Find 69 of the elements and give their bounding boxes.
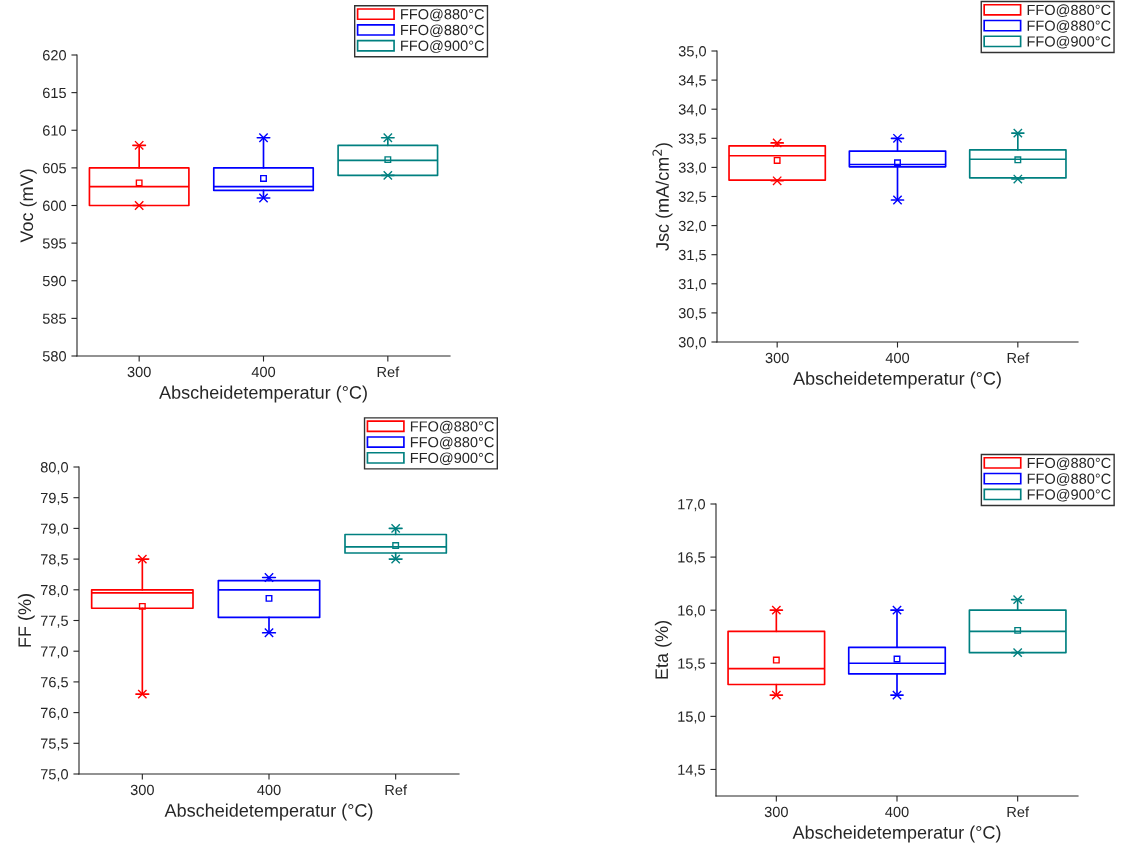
y-tick-label: 15,0: [678, 711, 706, 724]
legend-label: FFO@880°C: [410, 420, 494, 434]
y-tick-label: 600: [42, 200, 67, 211]
x-axis-title: Abscheidetemperatur (°C): [793, 371, 1001, 389]
y-tick-label: 79,5: [40, 492, 68, 505]
y-tick-label: 79,0: [40, 523, 69, 536]
y-tick-label: 590: [42, 275, 67, 287]
y-axis-title: FF (%): [17, 594, 35, 647]
y-tick-label: 15,5: [678, 658, 705, 671]
legend-label: FFO@900°C: [1027, 35, 1111, 49]
y-tick-label: 32,5: [678, 191, 706, 204]
y-tick-label: 34,0: [678, 104, 707, 117]
y-tick-label: 77,5: [40, 615, 68, 628]
x-tick-label: Ref: [1007, 806, 1030, 818]
y-tick-label: 78,5: [40, 554, 68, 567]
x-tick-label: 300: [130, 784, 154, 796]
legend-label: FFO@880°C: [401, 8, 484, 22]
y-tick-label: 31,5: [678, 249, 706, 262]
x-tick-label: 300: [764, 806, 788, 818]
y-axis-title: Jsc (mA/cm$^{2}$): [652, 143, 673, 251]
legend-label: FFO@880°C: [1027, 20, 1111, 33]
y-tick-label: 30,0: [678, 337, 707, 350]
y-tick-label: 33,0: [678, 162, 707, 175]
y-tick-label: 76,5: [40, 677, 68, 690]
y-tick-label: 31,0: [678, 278, 707, 291]
x-tick-label: Ref: [377, 366, 400, 378]
y-tick-label: 34,5: [678, 75, 706, 88]
y-tick-label: 595: [42, 238, 66, 249]
y-axis-title: Voc (mV): [19, 169, 37, 243]
x-tick-label: 400: [251, 366, 276, 378]
x-axis-title: Abscheidetemperatur (°C): [159, 385, 367, 403]
y-tick-label: 78,0: [40, 584, 69, 597]
y-tick-label: 580: [42, 351, 67, 362]
y-tick-label: 605: [42, 162, 66, 174]
x-tick-label: 400: [257, 784, 281, 796]
legend-label: FFO@900°C: [410, 452, 494, 465]
y-tick-label: 35,0: [678, 46, 707, 59]
legend-label: FFO@880°C: [1027, 473, 1111, 486]
y-tick-label: 585: [42, 313, 66, 324]
y-tick-label: 610: [42, 125, 67, 136]
x-tick-label: 300: [765, 352, 789, 364]
y-tick-label: 77,0: [40, 646, 69, 659]
legend-label: FFO@880°C: [1027, 457, 1111, 470]
y-tick-label: 615: [42, 87, 66, 99]
x-tick-label: 300: [127, 366, 151, 378]
y-tick-label: 620: [42, 50, 67, 61]
y-tick-label: 30,5: [678, 308, 706, 321]
x-tick-label: Ref: [1007, 352, 1030, 364]
y-tick-label: 75,0: [40, 769, 69, 782]
x-axis-title: Abscheidetemperatur (°C): [792, 825, 1001, 843]
legend-label: FFO@880°C: [401, 24, 484, 38]
y-tick-label: 80,0: [40, 462, 69, 475]
legend-label: FFO@880°C: [410, 436, 494, 450]
x-tick-label: 400: [885, 352, 910, 364]
legend-label: FFO@900°C: [1027, 488, 1111, 502]
x-tick-label: Ref: [385, 784, 408, 796]
y-tick-label: 76,0: [40, 707, 69, 720]
legend-label: FFO@900°C: [401, 40, 484, 53]
y-tick-label: 16,5: [678, 552, 705, 565]
x-axis-title: Abscheidetemperatur (°C): [164, 803, 373, 821]
y-tick-label: 17,0: [678, 499, 706, 512]
legend-label: FFO@880°C: [1027, 4, 1111, 17]
y-tick-label: 75,5: [40, 738, 68, 751]
y-tick-label: 16,0: [678, 605, 706, 618]
x-tick-label: 400: [885, 806, 909, 818]
y-tick-label: 33,5: [678, 133, 706, 146]
y-tick-label: 32,0: [678, 220, 707, 233]
y-axis-title: Eta (%): [654, 621, 672, 679]
y-tick-label: 14,5: [678, 764, 705, 777]
